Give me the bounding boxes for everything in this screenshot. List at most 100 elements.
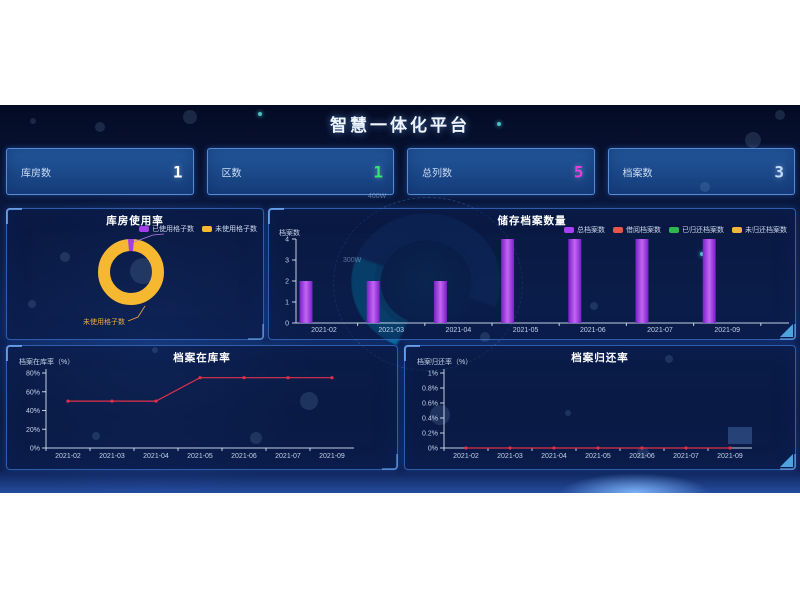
x-tick-label: 2021-04	[143, 453, 169, 460]
corner-triangle-decoration	[780, 454, 793, 467]
stat-value: 3	[774, 162, 784, 181]
y-tick-label: 0.2%	[422, 431, 438, 438]
x-tick-label: 2021-06	[231, 453, 257, 460]
y-tick-label: 80%	[26, 371, 40, 378]
legend-swatch	[202, 226, 212, 232]
y-tick-label: 1%	[428, 371, 438, 378]
stat-value: 1	[172, 162, 183, 181]
data-point[interactable]	[684, 446, 688, 450]
x-tick-label: 2021-04	[541, 453, 567, 460]
legend-label: 未使用格子数	[215, 226, 257, 233]
storage-legend: 总档案数 借阅档案数 已归还档案数 未归还档案数	[564, 225, 787, 235]
y-tick-label: 1	[285, 300, 289, 307]
usage-donut-chart[interactable]: 未使用格子数	[7, 209, 263, 339]
data-point[interactable]	[464, 446, 468, 450]
bokeh-dot	[480, 332, 490, 342]
legend-item[interactable]: 已使用格子数	[139, 224, 194, 234]
data-point[interactable]	[198, 376, 202, 380]
data-point[interactable]	[728, 446, 732, 450]
stat-label: 库房数	[21, 168, 51, 179]
bokeh-dot	[258, 112, 262, 116]
panel-warehouse-usage: 库房使用率 已使用格子数 未使用格子数 未使用格子数	[6, 208, 264, 340]
data-point[interactable]	[330, 376, 334, 380]
y-tick-label: 3	[285, 258, 289, 265]
bar[interactable]	[501, 239, 515, 323]
x-tick-label: 2021-09	[714, 327, 740, 334]
bokeh-dot	[60, 252, 70, 262]
bokeh-dot	[665, 355, 673, 363]
data-point[interactable]	[596, 446, 600, 450]
donut-slice-used[interactable]	[98, 239, 164, 305]
legend-swatch	[139, 226, 149, 232]
stat-label: 区数	[221, 168, 242, 179]
stat-card-archives: 档案数 3	[607, 148, 795, 195]
panel-return-rate: 档案归还率 档案归还率（%） 0% 0.2% 0.4% 0.6% 0.8% 1% 2021-0…	[404, 345, 796, 470]
y-tick-label: 0.6%	[422, 401, 438, 408]
gauge-scale-label: 400W	[368, 193, 387, 200]
legend-label: 总档案数	[577, 227, 605, 234]
instock-line-chart[interactable]: 档案在库率（%） 0% 20% 40% 60% 80% 2021-02 2021-03 2021…	[7, 346, 397, 469]
data-point[interactable]	[552, 446, 556, 450]
bar[interactable]	[635, 239, 649, 323]
bar[interactable]	[299, 281, 313, 323]
x-tick-label: 2021-09	[319, 453, 345, 460]
bar[interactable]	[702, 239, 716, 323]
bokeh-dot	[700, 182, 710, 192]
stat-value: 5	[573, 162, 584, 181]
legend-label: 借阅档案数	[626, 227, 661, 234]
page-title: 智慧一体化平台	[330, 116, 470, 135]
bar[interactable]	[433, 281, 447, 323]
y-tick-label: 0%	[30, 446, 40, 453]
legend-item[interactable]: 借阅档案数	[613, 225, 661, 235]
x-tick-label: 2021-05	[513, 327, 539, 334]
x-tick-label: 2021-04	[446, 327, 472, 334]
bokeh-dot	[565, 410, 571, 416]
data-point[interactable]	[110, 399, 114, 403]
donut-slice-unused[interactable]	[98, 239, 164, 305]
data-point[interactable]	[508, 446, 512, 450]
bar[interactable]	[366, 281, 380, 323]
bokeh-dot	[92, 432, 100, 440]
x-tick-label: 2021-03	[99, 453, 125, 460]
panel-instock-rate: 档案在库率 档案在库率（%） 0% 20% 40% 60% 80% 2021-02 2021-…	[6, 345, 398, 470]
panel-title: 档案在库率	[173, 352, 231, 364]
y-tick-label: 2	[285, 279, 289, 286]
bar[interactable]	[568, 239, 582, 323]
panel-title: 储存档案数量	[497, 215, 567, 227]
bokeh-dot	[775, 110, 785, 120]
donut-used-callout-line	[133, 233, 165, 243]
return-line-chart[interactable]: 档案归还率（%） 0% 0.2% 0.4% 0.6% 0.8% 1% 2021-02 2021-…	[405, 346, 795, 469]
data-point[interactable]	[640, 446, 644, 450]
stats-row: 库房数 1 区数 1 总列数 5 档案数 3	[6, 148, 795, 195]
panel-title: 库房使用率	[106, 215, 164, 227]
x-tick-label: 2021-05	[187, 453, 213, 460]
bokeh-dot	[183, 110, 197, 124]
storage-bar-svg: 档案数 0 1 2 3 4 2021-02 2021-03 2021-04 2021-05 2021…	[279, 228, 789, 334]
bokeh-dot	[590, 302, 598, 310]
y-tick-label: 0	[285, 321, 289, 328]
x-tick-label: 2021-07	[647, 327, 673, 334]
data-point[interactable]	[154, 399, 158, 403]
stat-label: 总列数	[422, 168, 452, 179]
data-point[interactable]	[286, 376, 290, 380]
x-tick-label: 2021-06	[629, 453, 655, 460]
storage-bar-chart[interactable]: 档案数 0 1 2 3 4 2021-02 2021-03 2021-04 2021-05 2021…	[269, 209, 795, 339]
data-point[interactable]	[66, 399, 70, 403]
bokeh-dot	[95, 122, 105, 132]
instock_line-svg: 档案在库率（%） 0% 20% 40% 60% 80% 2021-02 2021-03 2021…	[19, 357, 354, 460]
bokeh-dot	[300, 392, 318, 410]
x-tick-label: 2021-02	[55, 453, 81, 460]
donut-callout-line	[127, 305, 146, 322]
legend-item[interactable]: 未使用格子数	[202, 224, 257, 234]
data-point[interactable]	[242, 376, 246, 380]
bokeh-dot	[430, 405, 450, 425]
bokeh-dot	[152, 347, 158, 353]
y-tick-label: 0%	[428, 446, 438, 453]
legend-item[interactable]: 已归还档案数	[669, 225, 724, 235]
legend-label: 已归还档案数	[682, 227, 724, 234]
legend-item[interactable]: 未归还档案数	[732, 225, 787, 235]
legend-item[interactable]: 总档案数	[564, 225, 605, 235]
legend-swatch	[732, 227, 742, 233]
line-series[interactable]	[68, 377, 332, 402]
